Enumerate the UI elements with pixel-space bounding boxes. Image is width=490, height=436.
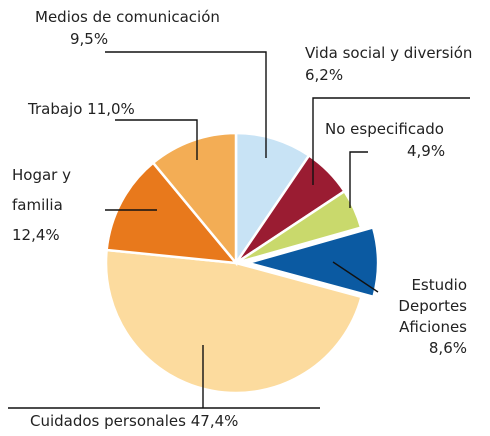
value-label: 11,0% bbox=[87, 100, 135, 118]
leader-line bbox=[115, 119, 198, 160]
slice-label: Vida social y diversión 6,2% bbox=[305, 42, 475, 86]
pie-slice bbox=[105, 161, 239, 265]
value-label: 8,6% bbox=[428, 339, 467, 357]
leader-lines bbox=[8, 51, 470, 409]
category-name: Vida social y diversión bbox=[305, 44, 473, 62]
leader-line bbox=[349, 151, 368, 208]
pie-slice bbox=[234, 131, 311, 268]
slice-label: Medios de comunicación 9,5% bbox=[35, 6, 220, 50]
value-label: 47,4% bbox=[190, 412, 239, 430]
category-name: No especificado bbox=[325, 120, 444, 138]
value-label: 9,5% bbox=[70, 30, 109, 48]
pie-slice bbox=[243, 225, 380, 299]
pie-slice bbox=[235, 189, 363, 265]
value-label: 12,4% bbox=[12, 226, 60, 244]
slice-label: Estudio Deportes Aficiones 8,6% bbox=[372, 275, 467, 359]
slice-label: Trabajo 11,0% bbox=[28, 98, 135, 120]
leader-line bbox=[332, 261, 379, 293]
value-label: 4,9% bbox=[407, 142, 446, 160]
category-name: Medios de comunicación bbox=[35, 8, 220, 26]
leader-line bbox=[312, 97, 470, 185]
pie-slice bbox=[104, 248, 364, 395]
category-name: Hogar y familia bbox=[12, 166, 71, 214]
pie-slice bbox=[151, 131, 238, 267]
leader-line bbox=[105, 51, 267, 158]
leader-line bbox=[8, 345, 320, 409]
category-name: Estudio Deportes Aficiones bbox=[398, 276, 467, 336]
category-name: Cuidados personales bbox=[30, 412, 186, 430]
value-label: 6,2% bbox=[305, 66, 344, 84]
slice-label: Cuidados personales 47,4% bbox=[30, 410, 238, 432]
category-name: Trabajo bbox=[28, 100, 83, 118]
slice-label: No especificado 4,9% bbox=[325, 118, 445, 162]
slice-label: Hogar y familia 12,4% bbox=[12, 160, 92, 250]
